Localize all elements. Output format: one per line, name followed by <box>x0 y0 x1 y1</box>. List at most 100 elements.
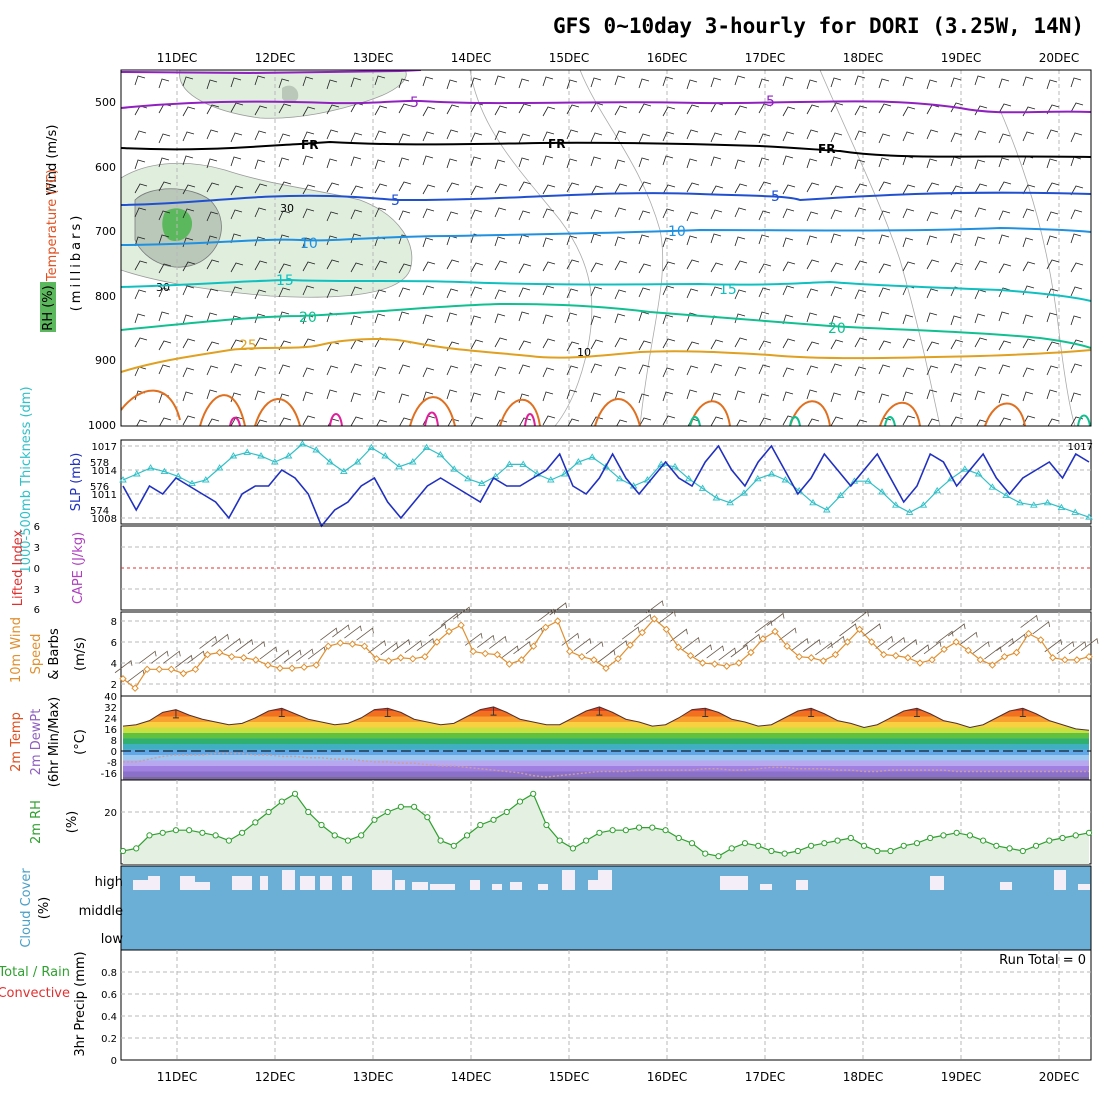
upper-barb <box>376 419 388 426</box>
wind-speed-point <box>650 615 659 623</box>
upper-barb <box>686 341 700 352</box>
precip-panel: 0.8 0.6 0.4 0.2 0 Run Total = 0 Total / … <box>0 949 1092 1067</box>
upper-barb <box>446 259 460 270</box>
rh-area <box>282 85 299 103</box>
wind-barb <box>344 625 362 639</box>
upper-barb <box>159 417 172 426</box>
upper-barb <box>662 76 674 87</box>
upper-barb <box>902 391 914 402</box>
rh-point <box>463 832 471 839</box>
upper-barb <box>230 286 243 297</box>
upper-barb <box>278 311 290 322</box>
thk-tick: 578 <box>90 458 109 469</box>
upper-barb <box>926 235 938 246</box>
upper-barb <box>470 262 484 273</box>
upper-barb <box>830 392 842 403</box>
upper-barb <box>662 415 676 426</box>
wind-barb <box>972 641 990 655</box>
thickness-point <box>367 443 376 451</box>
upper-barb <box>878 393 890 404</box>
wind10m-series <box>119 615 1093 692</box>
upper-barb <box>614 75 626 86</box>
wind-barb <box>1008 633 1026 647</box>
upper-barb <box>422 285 435 296</box>
wind-barb <box>1020 614 1039 628</box>
upper-barb <box>639 417 652 426</box>
wind-barb <box>150 650 169 664</box>
thickness-point <box>519 460 527 467</box>
upper-barb <box>470 339 484 350</box>
thickness-point <box>1057 503 1066 511</box>
wind-speed-point <box>445 627 453 636</box>
upper-barb <box>206 79 218 90</box>
wind-barb <box>658 610 676 624</box>
rh-point <box>635 824 643 831</box>
upper-barb <box>806 235 818 246</box>
upper-barb <box>1022 338 1036 349</box>
upper-barb <box>902 367 915 378</box>
upper-barb <box>566 158 578 169</box>
wind-barb <box>839 623 857 637</box>
upper-barb <box>926 259 940 270</box>
wind-speed-point <box>783 642 791 650</box>
upper-barb <box>734 207 747 218</box>
upper-barb <box>638 157 650 168</box>
rh-point <box>305 808 312 816</box>
thickness-point <box>1002 491 1010 499</box>
wind-barb <box>501 645 519 659</box>
upper-barb <box>758 103 772 114</box>
upper-barb <box>470 315 482 326</box>
temp-tick: 8 <box>111 736 117 747</box>
rh-point <box>344 837 352 844</box>
upper-barb <box>254 337 268 348</box>
upper-barb <box>998 311 1010 322</box>
rh-point <box>688 840 696 847</box>
isotherm-15 <box>121 278 1091 302</box>
upper-barb <box>422 131 435 142</box>
upper-barb <box>446 182 460 193</box>
upper-barb <box>134 183 148 194</box>
wind-barb <box>875 635 894 649</box>
cloud-gap <box>282 870 295 890</box>
wind-barb <box>561 632 580 646</box>
date-tick: 20DEC <box>1039 51 1079 65</box>
upper-wind-barbs <box>134 75 1084 426</box>
upper-barb <box>158 181 172 192</box>
thickness-point <box>1071 508 1079 515</box>
rh-point <box>384 808 391 816</box>
upper-barb <box>302 391 314 402</box>
upper-barb <box>398 157 410 168</box>
upper-barb <box>950 209 963 220</box>
wind-speed-point <box>1036 636 1045 644</box>
temp-band <box>123 727 1089 733</box>
upper-barb <box>182 155 194 166</box>
upper-barb <box>470 209 483 220</box>
upper-barb <box>518 287 531 298</box>
upper-barb <box>470 392 482 403</box>
wind-speed-point <box>409 655 417 663</box>
upper-barb <box>710 416 724 426</box>
date-tick: 17DEC <box>745 1070 785 1084</box>
upper-barb <box>614 130 627 141</box>
precip-grid <box>121 950 1091 1060</box>
upper-barb <box>398 311 410 322</box>
upper-barb <box>998 210 1011 221</box>
upper-barb <box>158 364 171 375</box>
thickness-point <box>671 462 679 470</box>
cloud-gap <box>195 882 210 890</box>
contour-label: FR <box>818 142 835 156</box>
upper-barb <box>158 133 171 144</box>
upper-barb <box>1022 76 1034 87</box>
upper-barb <box>1046 365 1059 376</box>
upper-barb <box>446 312 458 323</box>
upper-barb <box>230 339 244 350</box>
upper-barb <box>902 237 914 248</box>
wind-barb <box>935 630 954 644</box>
upper-barb <box>350 132 363 143</box>
contour-label: 10 <box>668 224 686 240</box>
upper-barb <box>926 312 938 323</box>
upper-barb <box>686 312 698 323</box>
upper-barb <box>206 259 220 270</box>
thickness-point <box>698 484 707 491</box>
